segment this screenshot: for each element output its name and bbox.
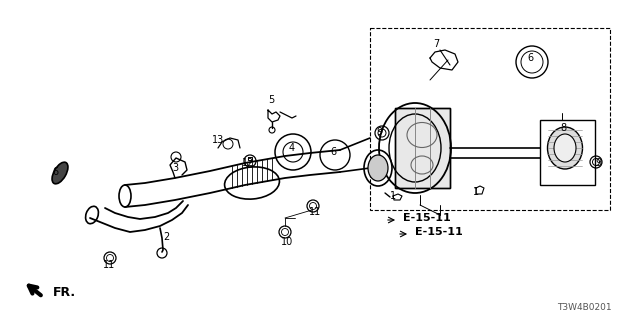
Text: 13: 13 <box>212 135 224 145</box>
Text: 8: 8 <box>560 123 566 133</box>
Text: 3: 3 <box>172 163 178 173</box>
Text: 4: 4 <box>289 143 295 153</box>
Ellipse shape <box>547 127 582 169</box>
Bar <box>370 28 610 210</box>
Bar <box>395 108 450 188</box>
Bar <box>395 108 450 188</box>
Text: 11: 11 <box>309 207 321 217</box>
Text: T3W4B0201: T3W4B0201 <box>557 303 612 313</box>
Bar <box>540 120 595 185</box>
Text: 7: 7 <box>433 39 439 49</box>
Text: 9: 9 <box>595 158 601 168</box>
Text: 6: 6 <box>527 53 533 63</box>
Text: 5: 5 <box>268 95 274 105</box>
Text: 9: 9 <box>376 127 382 137</box>
Ellipse shape <box>368 155 388 181</box>
Text: 12: 12 <box>242 158 254 168</box>
Text: 6: 6 <box>52 167 58 177</box>
Ellipse shape <box>52 162 68 184</box>
Text: 11: 11 <box>103 260 115 270</box>
Text: 1: 1 <box>473 187 479 197</box>
Text: E-15-11: E-15-11 <box>403 213 451 223</box>
Text: 2: 2 <box>163 232 169 242</box>
Ellipse shape <box>554 134 576 162</box>
Text: 1: 1 <box>390 191 396 201</box>
Text: E-15-11: E-15-11 <box>415 227 463 237</box>
Text: 10: 10 <box>281 237 293 247</box>
Text: 6: 6 <box>330 147 336 157</box>
Text: FR.: FR. <box>53 286 76 300</box>
